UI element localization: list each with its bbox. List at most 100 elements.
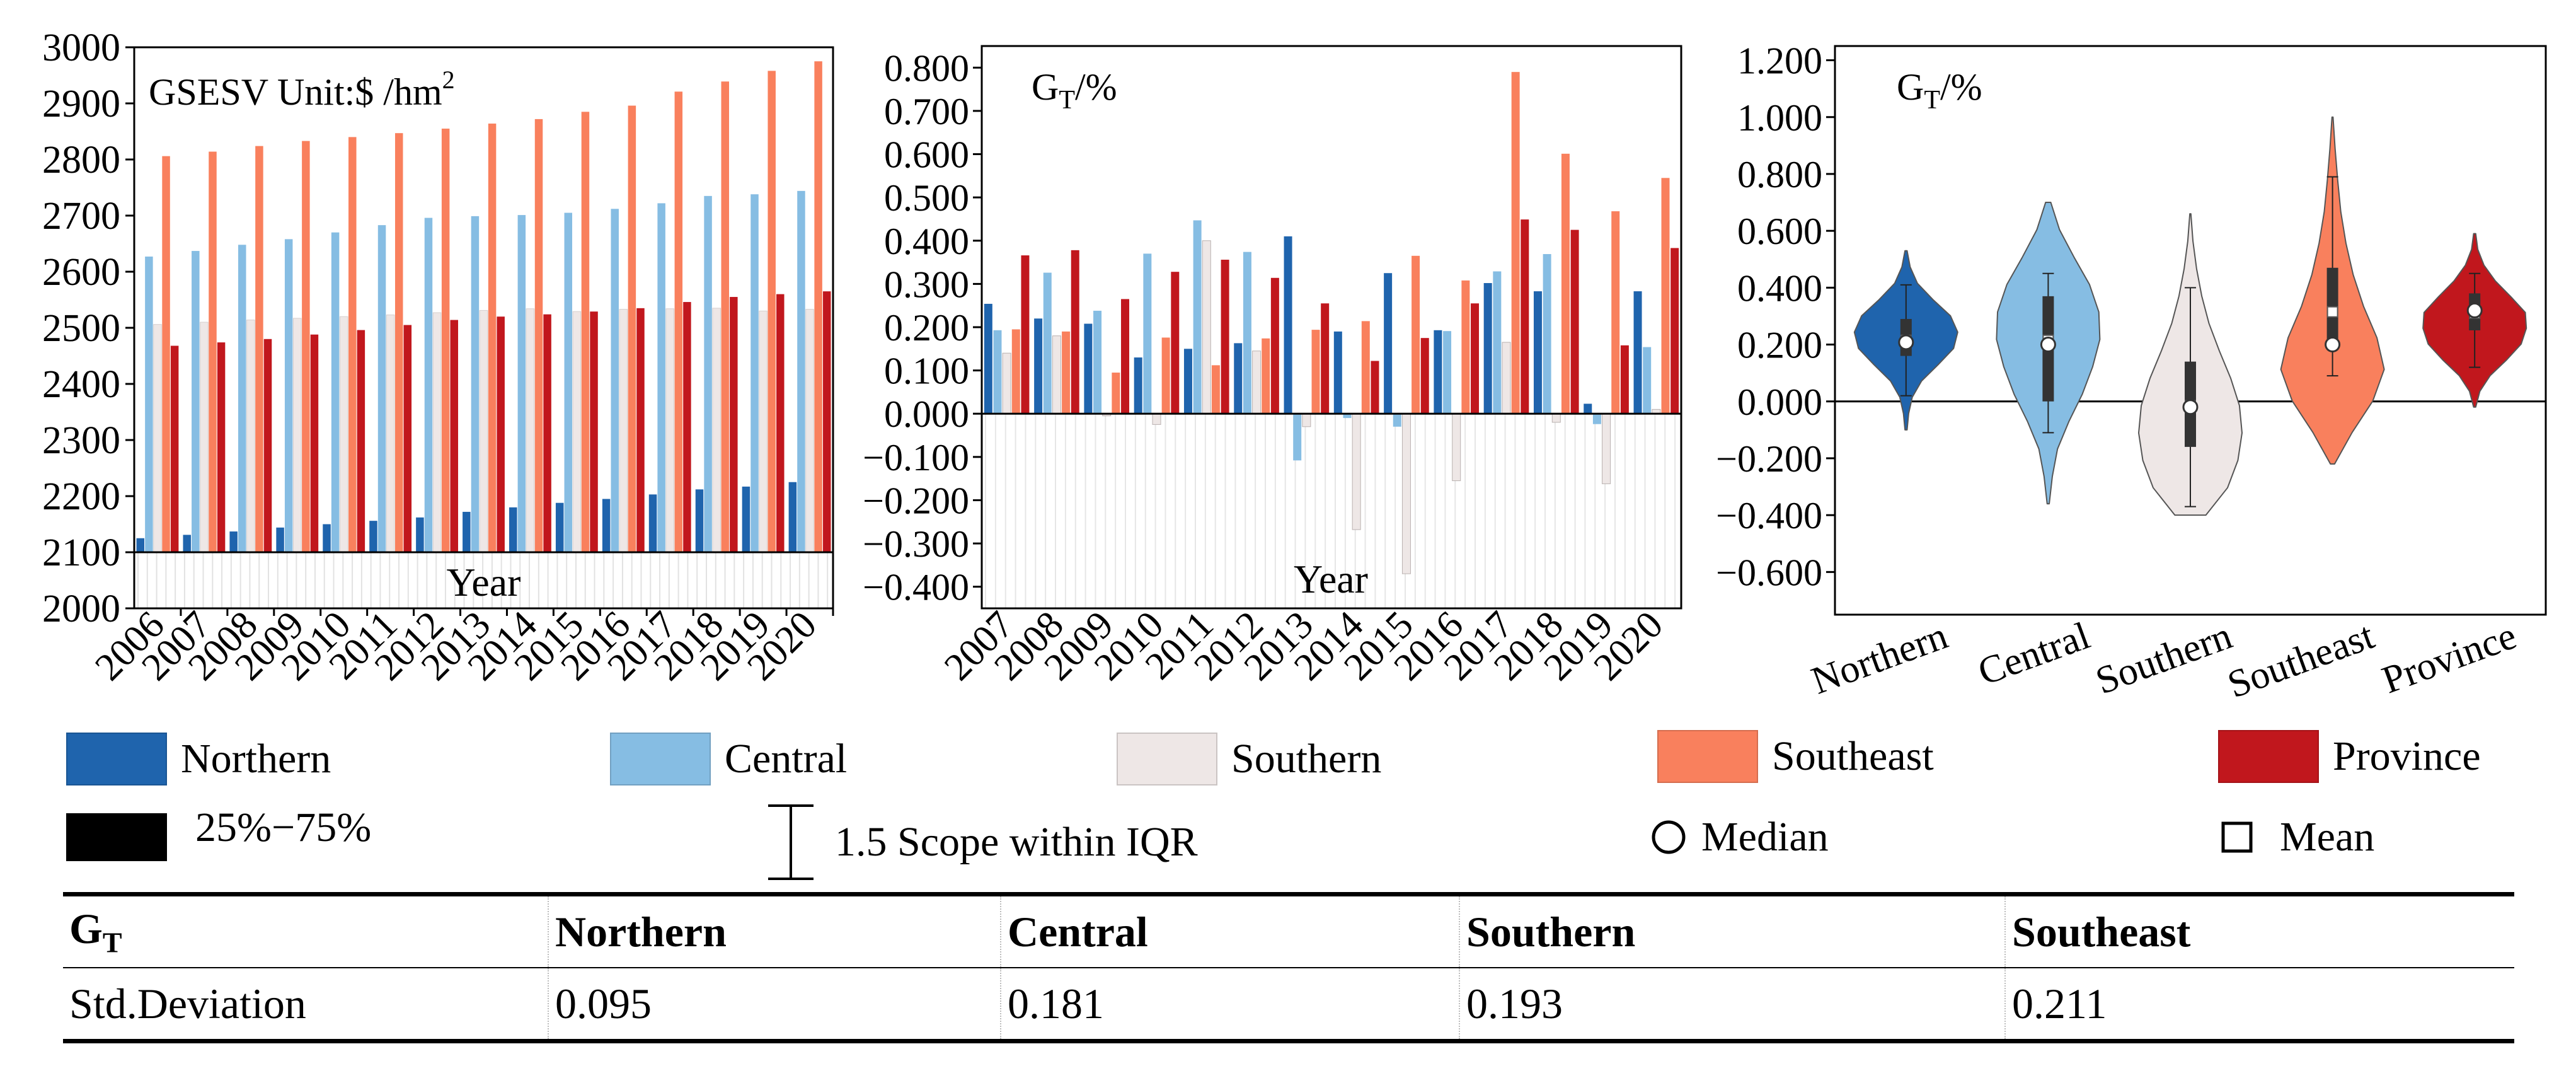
legend-label-median: Median: [1701, 814, 1829, 860]
bar-northern-2007: [984, 303, 992, 414]
bar-southern-2007: [200, 322, 209, 553]
bar-central-2019: [1592, 414, 1601, 424]
bar-central-2013: [1293, 414, 1302, 461]
legend-item-central: Central: [610, 733, 847, 785]
bar-southeast-2010: [1161, 337, 1170, 414]
y-tick-label: 2200: [42, 475, 120, 518]
bar-central-2016: [1443, 331, 1452, 414]
bar-northern-2011: [369, 521, 377, 552]
bar-northern-2007: [183, 535, 191, 552]
x-tick-label: Central: [1972, 614, 2095, 693]
bar-southern-2013: [1302, 413, 1311, 427]
legend-label-southeast: Southeast: [1772, 733, 1934, 779]
bar-southeast-2015: [581, 112, 590, 553]
bar-southern-2016: [1452, 413, 1461, 482]
legend-item-mean: Mean: [2218, 813, 2374, 861]
legend-label-province: Province: [2333, 733, 2481, 779]
bar-northern-2012: [1234, 343, 1243, 414]
table-row-label: Std.Deviation: [69, 979, 306, 1028]
bar-northern-2015: [1384, 273, 1393, 414]
table-cell-central: 0.181: [1000, 968, 1459, 1041]
median-marker-northern: [1898, 334, 1914, 351]
y-tick-label: 2400: [42, 363, 120, 406]
bar-southeast-2014: [1361, 321, 1370, 414]
bar-province-2007: [217, 342, 226, 552]
legend-label-iqr: 25%−75%: [195, 804, 372, 850]
table-header-row: GT Northern Central Southern Southeast: [63, 894, 2514, 968]
bar-southeast-2013: [488, 124, 497, 553]
bar-northern-2015: [555, 502, 564, 552]
y-tick-label: 0.500: [884, 177, 969, 219]
bar-southeast-2011: [1211, 365, 1220, 414]
bar-southeast-2018: [721, 81, 730, 553]
y-tick-label: 0.200: [884, 307, 969, 349]
bar-province-2016: [1471, 303, 1480, 414]
table-cell-southern: 0.193: [1459, 968, 2005, 1041]
bar-central-2007: [993, 330, 1002, 414]
bar-northern-2010: [323, 524, 331, 552]
y-tick-label: −0.300: [863, 523, 969, 565]
bar-southern-2012: [1252, 351, 1262, 414]
bar-southeast-2019: [1611, 211, 1620, 414]
legend-label-mean: Mean: [2280, 814, 2375, 860]
bar-northern-2008: [229, 531, 238, 552]
legend-item-southeast: Southeast: [1657, 730, 1934, 783]
bar-province-2010: [1171, 272, 1180, 414]
legend-item-whisker: 1.5 Scope within IQR: [759, 804, 1198, 881]
bar-province-2018: [1570, 229, 1579, 414]
median-marker-southeast: [2325, 337, 2341, 353]
bar-northern-2013: [463, 511, 471, 552]
bar-central-2016: [611, 209, 619, 552]
bar-central-2011: [377, 225, 386, 552]
y-tick-label: 0.000: [884, 393, 969, 435]
plot-frame: [1834, 45, 2547, 616]
chart-title: GT/%: [1032, 66, 1117, 115]
bar-province-2019: [776, 294, 785, 552]
y-tick-label: 0.400: [1737, 267, 1822, 309]
y-tick-label: 0.200: [1737, 325, 1822, 366]
bar-northern-2019: [742, 486, 750, 552]
bar-northern-2008: [1034, 318, 1043, 414]
bar-northern-2019: [1584, 403, 1592, 414]
y-tick-label: 0.800: [884, 47, 969, 89]
y-tick-label: 2300: [42, 419, 120, 462]
chart-title: GSESV Unit:$ /hm2: [149, 66, 455, 113]
bar-southeast-2017: [1511, 72, 1520, 414]
bar-central-2010: [331, 232, 340, 552]
bar-central-2008: [1043, 272, 1052, 414]
chart-title: GT/%: [1897, 66, 1982, 115]
bar-southeast-2015: [1412, 255, 1420, 414]
bar-southeast-2014: [534, 119, 543, 553]
bar-northern-2016: [1434, 330, 1442, 414]
bar-northern-2013: [1284, 236, 1292, 414]
bar-southern-2018: [712, 308, 721, 553]
table-header-southern: Southern: [1459, 894, 2005, 968]
bar-southern-2007: [1002, 352, 1011, 414]
bar-central-2010: [1143, 253, 1152, 414]
bar-northern-2016: [602, 499, 611, 552]
bar-province-2015: [1420, 338, 1429, 414]
y-tick-label: −0.200: [1716, 438, 1822, 480]
bar-province-2017: [683, 302, 691, 552]
y-tick-label: 0.300: [884, 264, 969, 305]
x-axis-label: Year: [1294, 557, 1368, 601]
bar-southeast-2007: [209, 151, 217, 553]
bar-central-2006: [145, 256, 153, 552]
bar-central-2017: [1493, 271, 1502, 414]
bar-province-2012: [450, 320, 458, 552]
bar-province-2013: [497, 316, 505, 552]
bar-central-2020: [1643, 347, 1652, 414]
legend-swatch-southern: [1117, 733, 1217, 785]
y-tick-label: 0.400: [884, 221, 969, 262]
y-tick-label: 2100: [42, 531, 120, 574]
mean-square-icon: [2221, 821, 2253, 853]
bar-southeast-2016: [1461, 280, 1470, 414]
whisker-icon: [768, 804, 814, 880]
table-header-southeast: Southeast: [2004, 894, 2514, 968]
bar-province-2020: [1670, 248, 1679, 414]
bar-central-2015: [1393, 414, 1401, 427]
bar-southern-2014: [1352, 413, 1361, 530]
bar-southern-2017: [665, 308, 674, 553]
table-header-g-text: G: [69, 905, 103, 953]
bar-southern-2017: [1502, 342, 1511, 414]
